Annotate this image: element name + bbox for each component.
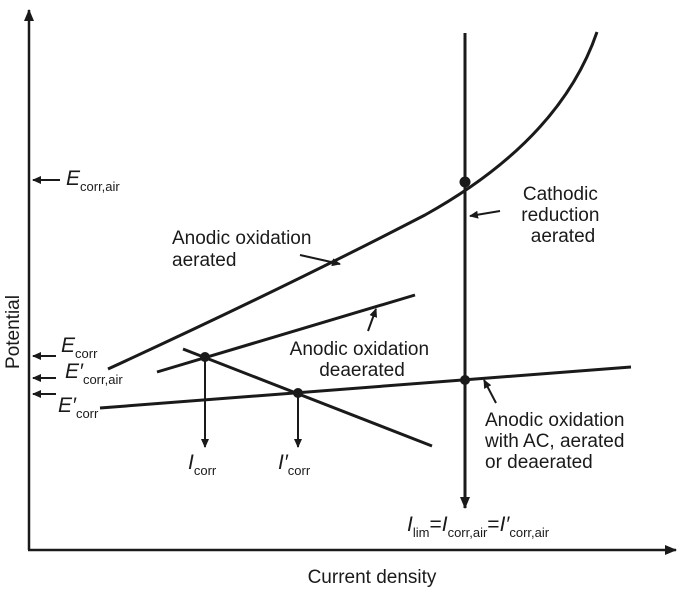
x-axis-label: Current density <box>308 567 437 588</box>
anodic-aerated-label: Anodic oxidation aerated <box>172 228 317 271</box>
cathodic-pointer <box>469 210 501 219</box>
anodic-ac-label: Anodic oxidation with AC, aerated or dea… <box>484 410 630 473</box>
e-corr-label: Ecorr <box>61 334 98 361</box>
i-corr-label: Icorr <box>188 451 217 478</box>
anodic-deaerated-label: Anodic oxidation deaerated <box>290 339 435 381</box>
y-axis-label: Potential <box>3 295 24 369</box>
i-prime-corr-label: I′corr <box>278 451 311 478</box>
i-lim-label: Ilim=Icorr,air=I′corr,air <box>407 513 550 540</box>
intersection-point-corr-air <box>459 176 471 188</box>
e-corr-air-label: Ecorr,air <box>66 167 120 194</box>
cathodic-descending-line <box>182 347 433 448</box>
cathodic-label: Cathodic reduction aerated <box>521 184 604 247</box>
anodic-aerated-curve <box>107 31 599 371</box>
anodic-deaerated-pointer <box>367 308 378 332</box>
e-prime-corr-label: E′corr <box>58 394 99 421</box>
anodic-deaerated-line <box>156 293 416 374</box>
anodic-ac-line <box>99 365 632 410</box>
intersection-point-lim <box>460 375 470 385</box>
anodic-aerated-pointer <box>299 254 341 267</box>
anodic-ac-pointer <box>483 379 497 404</box>
e-prime-corr-air-label: E′corr,air <box>65 360 123 387</box>
